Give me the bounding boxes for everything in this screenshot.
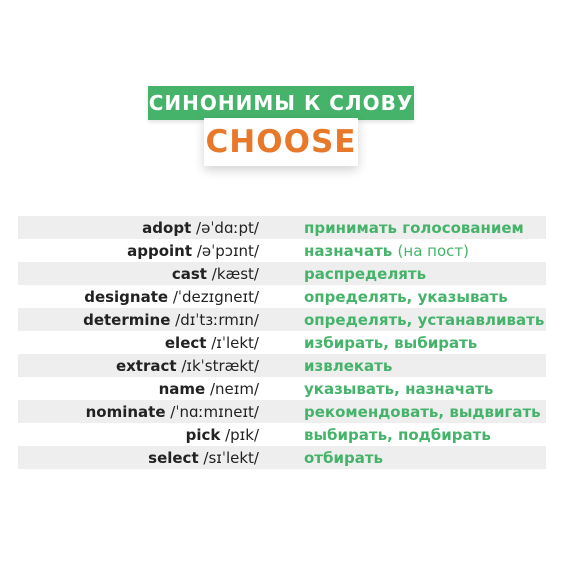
translation-cell: принимать голосованием	[259, 219, 524, 237]
table-row: designate /ˈdezɪgneɪt/определять, указыв…	[18, 285, 546, 308]
header-subtitle: СИНОНИМЫ К СЛОВУ	[148, 91, 414, 115]
transcription: /əˈpɔɪnt/	[196, 241, 259, 260]
translation: распределять	[304, 264, 427, 283]
english-word: extract	[115, 356, 177, 375]
english-cell: adopt /əˈdɑːpt/	[18, 219, 259, 237]
translation-cell: рекомендовать, выдвигать	[259, 403, 541, 421]
english-word: determine	[83, 310, 171, 329]
english-cell: appoint /əˈpɔɪnt/	[18, 242, 259, 260]
table-row: cast /kæst/распределять	[18, 262, 546, 285]
translation: принимать голосованием	[304, 218, 524, 237]
synonyms-table: adopt /əˈdɑːpt/принимать голосованием app…	[18, 216, 546, 469]
english-cell: pick /pɪk/	[18, 426, 259, 444]
header-word: CHOOSE	[205, 124, 357, 160]
table-row: name /neɪm/указывать, назначать	[18, 377, 546, 400]
english-word: name	[158, 379, 206, 398]
translation-cell: извлекать	[259, 357, 392, 375]
english-word: pick	[185, 425, 221, 444]
translation: рекомендовать, выдвигать	[304, 402, 541, 421]
table-row: determine /dɪˈtɜːrmɪn/определять, устана…	[18, 308, 546, 331]
english-cell: determine /dɪˈtɜːrmɪn/	[18, 311, 259, 329]
transcription: /dɪˈtɜːrmɪn/	[175, 310, 259, 329]
translation-cell: избирать, выбирать	[259, 334, 477, 352]
english-word: cast	[171, 264, 207, 283]
translation: отбирать	[304, 448, 384, 467]
translation-cell: отбирать	[259, 449, 383, 467]
english-cell: select /sɪˈlekt/	[18, 449, 259, 467]
english-word: select	[148, 448, 199, 467]
translation-cell: определять, указывать	[259, 288, 508, 306]
transcription: /ɪkˈstrækt/	[181, 356, 259, 375]
transcription: /ˈnɑːmɪneɪt/	[170, 402, 259, 421]
transcription: /ɪˈlekt/	[211, 333, 259, 352]
table-row: pick /pɪk/выбирать, подбирать	[18, 423, 546, 446]
translation: избирать, выбирать	[304, 333, 478, 352]
transcription: /pɪk/	[225, 425, 259, 444]
english-cell: elect /ɪˈlekt/	[18, 334, 259, 352]
translation-cell: выбирать, подбирать	[259, 426, 491, 444]
header-subtitle-banner: СИНОНИМЫ К СЛОВУ	[148, 86, 414, 120]
translation: назначать	[304, 241, 393, 260]
table-row: appoint /əˈpɔɪnt/назначать (на пост)	[18, 239, 546, 262]
english-word: nominate	[85, 402, 166, 421]
translation: указывать, назначать	[304, 379, 494, 398]
english-word: designate	[84, 287, 169, 306]
english-cell: nominate /ˈnɑːmɪneɪt/	[18, 403, 259, 421]
table-row: nominate /ˈnɑːmɪneɪt/рекомендовать, выдв…	[18, 400, 546, 423]
table-row: select /sɪˈlekt/отбирать	[18, 446, 546, 469]
transcription: /neɪm/	[209, 379, 259, 398]
table-row: elect /ɪˈlekt/избирать, выбирать	[18, 331, 546, 354]
transcription: /kæst/	[211, 264, 259, 283]
transcription: /əˈdɑːpt/	[196, 218, 259, 237]
english-word: adopt	[142, 218, 192, 237]
english-word: elect	[164, 333, 207, 352]
english-cell: cast /kæst/	[18, 265, 259, 283]
translation-cell: распределять	[259, 265, 426, 283]
english-cell: designate /ˈdezɪgneɪt/	[18, 288, 259, 306]
table-row: adopt /əˈdɑːpt/принимать голосованием	[18, 216, 546, 239]
header-word-card: CHOOSE	[204, 118, 358, 166]
translation-cell: назначать (на пост)	[259, 242, 469, 260]
table-row: extract /ɪkˈstrækt/извлекать	[18, 354, 546, 377]
translation-cell: указывать, назначать	[259, 380, 493, 398]
translation: выбирать, подбирать	[304, 425, 491, 444]
translation: определять, указывать	[304, 287, 508, 306]
english-word: appoint	[127, 241, 193, 260]
transcription: /ˈdezɪgneɪt/	[172, 287, 259, 306]
transcription: /sɪˈlekt/	[203, 448, 259, 467]
translation-note: (на пост)	[397, 241, 469, 260]
translation: определять, устанавливать	[304, 310, 545, 329]
english-cell: extract /ɪkˈstrækt/	[18, 357, 259, 375]
translation-cell: определять, устанавливать	[259, 311, 544, 329]
translation: извлекать	[304, 356, 393, 375]
english-cell: name /neɪm/	[18, 380, 259, 398]
